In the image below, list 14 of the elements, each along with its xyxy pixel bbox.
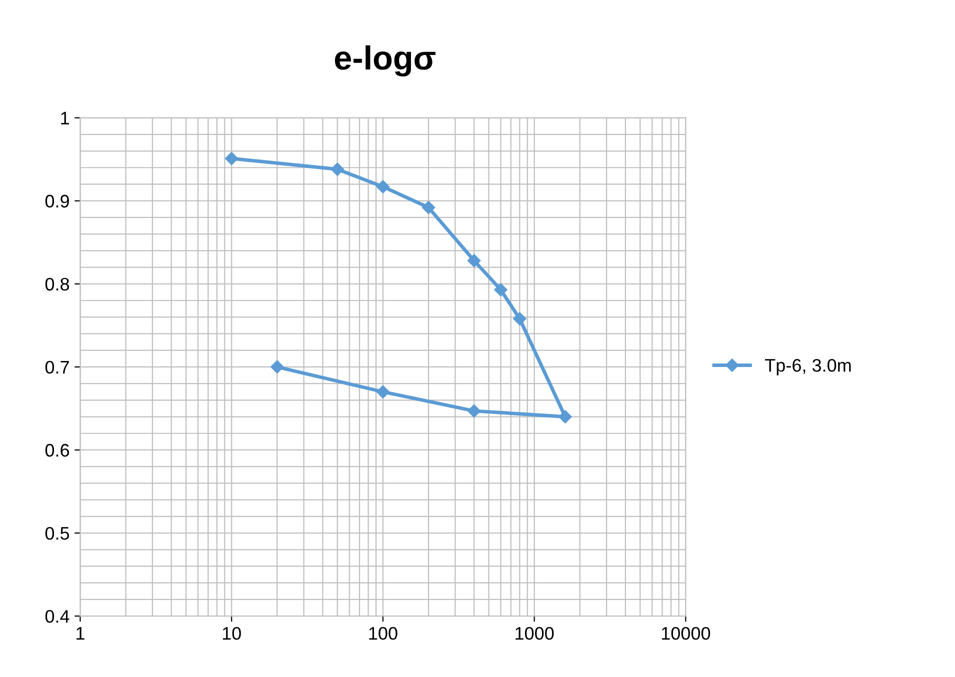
legend-label: Tp-6, 3.0m: [765, 358, 851, 376]
x-tick-label: 10: [222, 626, 241, 640]
y-tick-label: 1: [61, 112, 69, 124]
y-tick-label: 0.8: [45, 278, 70, 291]
x-tick-label: 1: [76, 627, 84, 640]
x-tick-label: 100: [369, 626, 398, 640]
y-tick-label: 0.6: [45, 444, 70, 457]
x-tick-label: 10000: [662, 626, 710, 640]
y-tick-label: 0.4: [45, 610, 70, 623]
chart-title: e-logσ: [334, 45, 436, 77]
y-tick-label: 0.7: [45, 360, 69, 374]
x-tick-label: 1000: [516, 626, 554, 640]
y-tick-label: 0.5: [45, 526, 70, 540]
y-tick-label: 0.9: [45, 194, 69, 208]
